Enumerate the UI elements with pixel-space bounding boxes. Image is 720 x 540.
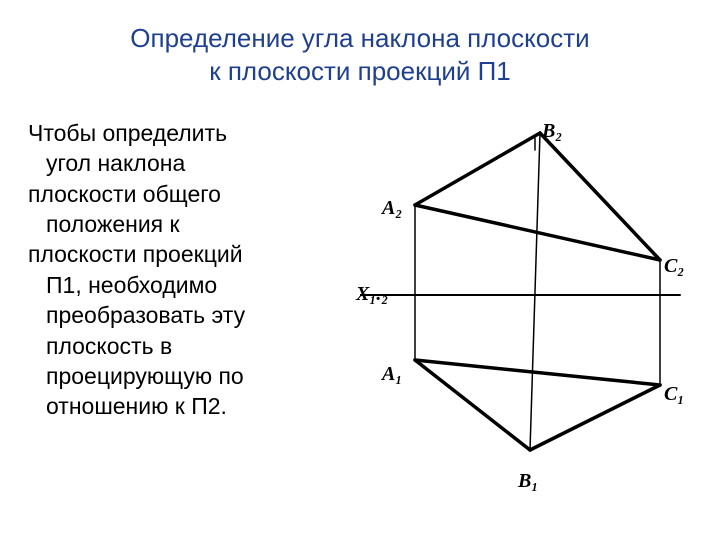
body-line: отношению к П2.	[28, 391, 338, 421]
label-B1: B₁	[518, 470, 538, 493]
body-line: П1, необходимо	[28, 270, 338, 300]
label-B2: B₂	[542, 120, 562, 143]
slide: Определение угла наклона плоскости к пло…	[0, 0, 720, 540]
body-line: плоскости проекций	[28, 239, 338, 269]
body-line: угол наклона	[28, 148, 338, 178]
body-line: плоскости общего	[28, 179, 338, 209]
label-A2: A₂	[382, 197, 402, 220]
body-line: плоскость в	[28, 331, 338, 361]
body-line: положения к	[28, 209, 338, 239]
title-line-1: Определение угла наклона плоскости	[130, 23, 589, 53]
diagram: A₂ B₂ C₂ A₁ B₁ C₁ X₁.₂	[360, 105, 700, 505]
body-line: проецирующую по	[28, 361, 338, 391]
body-line: преобразовать эту	[28, 300, 338, 330]
diagram-svg	[360, 105, 700, 505]
label-C2: C₂	[664, 255, 684, 278]
label-A1: A₁	[382, 363, 402, 386]
slide-title: Определение угла наклона плоскости к пло…	[0, 22, 720, 87]
title-line-2: к плоскости проекций П1	[209, 56, 511, 86]
body-line: Чтобы определить	[28, 118, 338, 148]
label-C1: C₁	[664, 383, 684, 406]
body-text: Чтобы определить угол наклона плоскости …	[28, 118, 338, 422]
label-X12: X₁.₂	[356, 283, 388, 306]
